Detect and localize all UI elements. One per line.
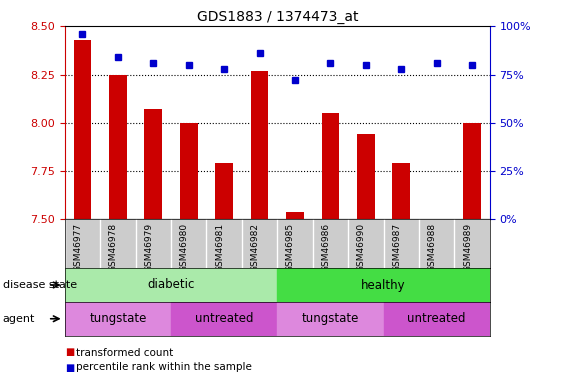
- Text: GSM46978: GSM46978: [109, 223, 118, 272]
- Text: disease state: disease state: [3, 280, 77, 290]
- Text: untreated: untreated: [195, 312, 253, 325]
- Bar: [278, 302, 383, 336]
- Bar: [321, 113, 339, 219]
- Bar: [278, 268, 490, 302]
- Text: GSM46981: GSM46981: [215, 223, 224, 272]
- Bar: [357, 134, 375, 219]
- Text: GSM46986: GSM46986: [321, 223, 330, 272]
- Text: GSM46985: GSM46985: [286, 223, 295, 272]
- Text: healthy: healthy: [361, 279, 406, 291]
- Bar: [180, 123, 198, 219]
- Text: diabetic: diabetic: [148, 279, 195, 291]
- Bar: [463, 123, 481, 219]
- Text: GSM46987: GSM46987: [392, 223, 401, 272]
- Text: tungstate: tungstate: [302, 312, 359, 325]
- Bar: [74, 40, 91, 219]
- Bar: [215, 164, 233, 219]
- Text: GSM46990: GSM46990: [357, 223, 366, 272]
- Bar: [392, 164, 410, 219]
- Text: GSM46982: GSM46982: [251, 223, 260, 272]
- Text: GSM46979: GSM46979: [144, 223, 153, 272]
- Text: ■: ■: [65, 363, 74, 372]
- Text: ■: ■: [65, 348, 74, 357]
- Text: GSM46980: GSM46980: [180, 223, 189, 272]
- Text: GSM46989: GSM46989: [463, 223, 472, 272]
- Text: transformed count: transformed count: [76, 348, 173, 357]
- Bar: [286, 211, 304, 219]
- Title: GDS1883 / 1374473_at: GDS1883 / 1374473_at: [196, 10, 358, 24]
- Text: untreated: untreated: [408, 312, 466, 325]
- Bar: [171, 302, 278, 336]
- Text: tungstate: tungstate: [89, 312, 146, 325]
- Bar: [145, 109, 162, 219]
- Bar: [65, 268, 278, 302]
- Bar: [251, 70, 269, 219]
- Text: GSM46977: GSM46977: [73, 223, 82, 272]
- Bar: [109, 75, 127, 219]
- Bar: [383, 302, 490, 336]
- Text: agent: agent: [3, 314, 35, 324]
- Bar: [65, 302, 171, 336]
- Text: percentile rank within the sample: percentile rank within the sample: [76, 363, 252, 372]
- Text: GSM46988: GSM46988: [428, 223, 437, 272]
